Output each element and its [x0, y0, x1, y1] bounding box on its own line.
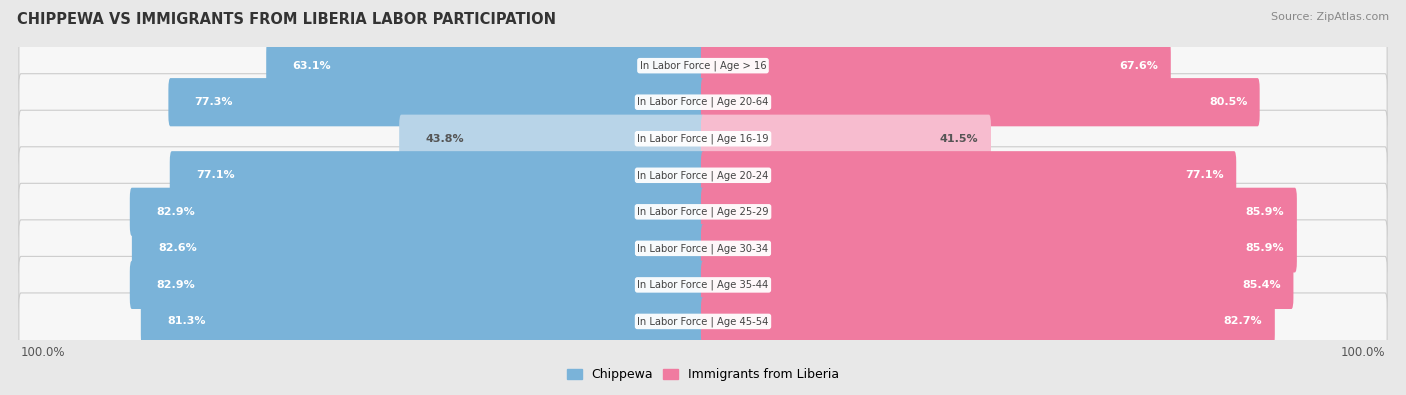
Text: 41.5%: 41.5% — [941, 134, 979, 144]
FancyBboxPatch shape — [18, 220, 1388, 277]
FancyBboxPatch shape — [702, 78, 1260, 126]
Text: 82.7%: 82.7% — [1223, 316, 1263, 326]
Text: CHIPPEWA VS IMMIGRANTS FROM LIBERIA LABOR PARTICIPATION: CHIPPEWA VS IMMIGRANTS FROM LIBERIA LABO… — [17, 12, 555, 27]
FancyBboxPatch shape — [18, 74, 1388, 131]
FancyBboxPatch shape — [18, 183, 1388, 240]
FancyBboxPatch shape — [399, 115, 704, 163]
Text: In Labor Force | Age 45-54: In Labor Force | Age 45-54 — [637, 316, 769, 327]
Text: 67.6%: 67.6% — [1119, 61, 1159, 71]
FancyBboxPatch shape — [702, 115, 991, 163]
FancyBboxPatch shape — [702, 297, 1275, 346]
Text: 82.9%: 82.9% — [156, 207, 195, 217]
Text: Source: ZipAtlas.com: Source: ZipAtlas.com — [1271, 12, 1389, 22]
Text: In Labor Force | Age > 16: In Labor Force | Age > 16 — [640, 60, 766, 71]
Text: 85.4%: 85.4% — [1243, 280, 1281, 290]
Text: 63.1%: 63.1% — [292, 61, 330, 71]
FancyBboxPatch shape — [266, 41, 704, 90]
Text: In Labor Force | Age 16-19: In Labor Force | Age 16-19 — [637, 134, 769, 144]
FancyBboxPatch shape — [702, 41, 1171, 90]
FancyBboxPatch shape — [141, 297, 704, 346]
Text: 100.0%: 100.0% — [1340, 346, 1385, 359]
Text: 77.1%: 77.1% — [1185, 170, 1223, 180]
FancyBboxPatch shape — [702, 151, 1236, 199]
Text: 82.6%: 82.6% — [157, 243, 197, 253]
Text: 77.3%: 77.3% — [194, 97, 233, 107]
FancyBboxPatch shape — [129, 188, 704, 236]
Text: 85.9%: 85.9% — [1246, 243, 1285, 253]
FancyBboxPatch shape — [169, 78, 704, 126]
Text: In Labor Force | Age 25-29: In Labor Force | Age 25-29 — [637, 207, 769, 217]
FancyBboxPatch shape — [129, 261, 704, 309]
Text: 82.9%: 82.9% — [156, 280, 195, 290]
FancyBboxPatch shape — [132, 224, 704, 273]
Text: In Labor Force | Age 20-64: In Labor Force | Age 20-64 — [637, 97, 769, 107]
FancyBboxPatch shape — [18, 147, 1388, 204]
Text: 85.9%: 85.9% — [1246, 207, 1285, 217]
Text: In Labor Force | Age 30-34: In Labor Force | Age 30-34 — [637, 243, 769, 254]
FancyBboxPatch shape — [702, 188, 1296, 236]
FancyBboxPatch shape — [18, 37, 1388, 94]
FancyBboxPatch shape — [18, 256, 1388, 313]
Text: In Labor Force | Age 35-44: In Labor Force | Age 35-44 — [637, 280, 769, 290]
FancyBboxPatch shape — [702, 224, 1296, 273]
FancyBboxPatch shape — [702, 261, 1294, 309]
FancyBboxPatch shape — [18, 293, 1388, 350]
Text: 43.8%: 43.8% — [426, 134, 464, 144]
Text: 77.1%: 77.1% — [195, 170, 235, 180]
FancyBboxPatch shape — [18, 110, 1388, 167]
Text: 81.3%: 81.3% — [167, 316, 205, 326]
Text: 80.5%: 80.5% — [1209, 97, 1247, 107]
Text: 100.0%: 100.0% — [21, 346, 66, 359]
Legend: Chippewa, Immigrants from Liberia: Chippewa, Immigrants from Liberia — [561, 363, 845, 386]
FancyBboxPatch shape — [170, 151, 704, 199]
Text: In Labor Force | Age 20-24: In Labor Force | Age 20-24 — [637, 170, 769, 181]
